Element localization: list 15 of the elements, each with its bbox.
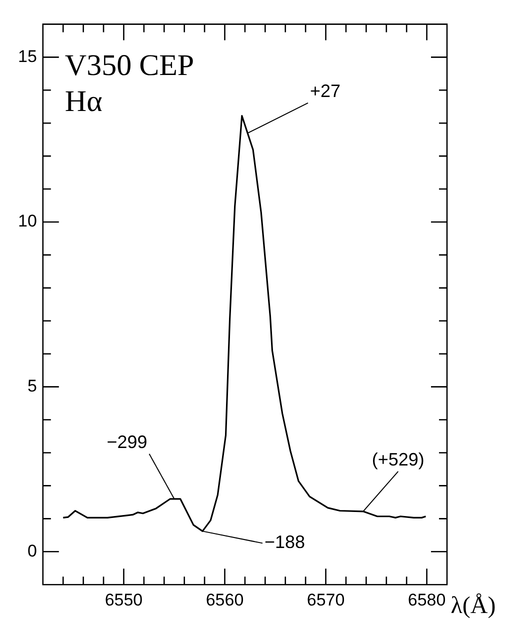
- y-tick-label: 5: [27, 376, 37, 396]
- x-tick-label: 6550: [104, 590, 143, 610]
- x-tick-label: 6580: [408, 590, 446, 610]
- y-tick-label: 0: [27, 541, 37, 560]
- annotation: +27: [310, 80, 341, 101]
- annotation: (+529): [372, 449, 424, 470]
- x-tick-label: 6570: [306, 590, 345, 610]
- annotation: −299: [106, 432, 148, 452]
- x-tick-label: 6560: [206, 590, 244, 610]
- y-tick-label: 10: [18, 212, 37, 231]
- x-axis-title: λ(Å): [450, 592, 496, 619]
- text: Hα: [64, 85, 103, 118]
- text: V350 CEP: [64, 49, 194, 82]
- annotation: −188: [264, 532, 306, 552]
- y-tick-label: 15: [18, 46, 37, 66]
